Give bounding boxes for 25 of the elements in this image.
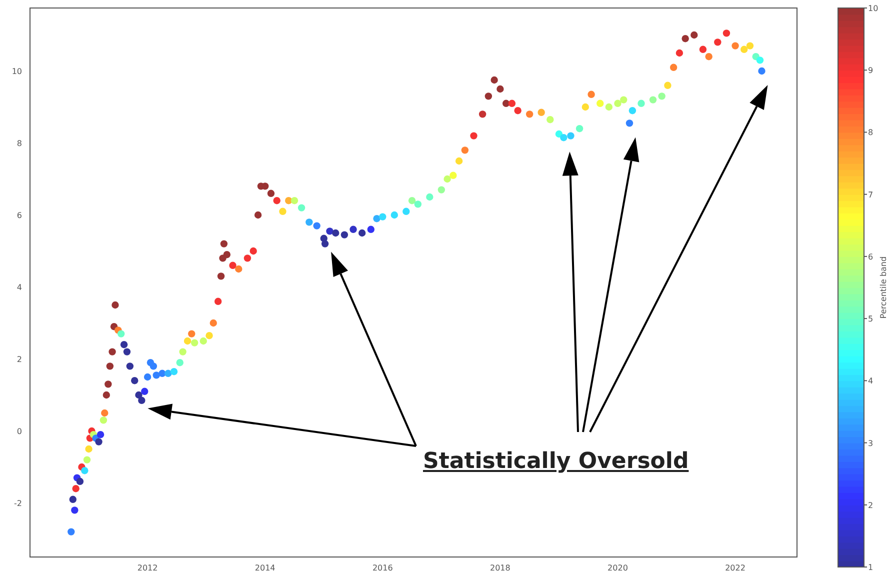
annotation: Statistically Oversold (423, 448, 689, 476)
color-bar-label: 2 (868, 500, 874, 510)
x-tick-label: 2012 (137, 564, 158, 573)
color-bar-label: 10 (868, 4, 878, 13)
color-bar-title: Percentile band (879, 256, 888, 319)
y-tick-label: 0 (16, 426, 22, 436)
x-tick-label: 2022 (725, 564, 746, 573)
color-bar-label: 1 (868, 563, 874, 572)
color-bar-label: 8 (868, 128, 874, 138)
x-tick-label: 2018 (490, 564, 510, 573)
y-tick-label: 8 (16, 138, 22, 148)
y-tick-label: -2 (14, 498, 22, 508)
x-tick-label: 2014 (254, 564, 276, 573)
y-tick-label: 2 (16, 354, 22, 364)
x-tick-label: 2016 (372, 564, 393, 573)
color-bar-label: 3 (868, 438, 874, 448)
color-bar-label: 7 (868, 190, 874, 200)
color-bar-label: 5 (868, 314, 874, 324)
color-bar-label: 9 (868, 66, 874, 76)
color-bar-label: 4 (868, 376, 874, 386)
y-tick-label: 6 (16, 210, 22, 220)
y-tick-label: 10 (12, 66, 22, 76)
y-tick-label: 4 (16, 282, 22, 292)
x-tick-label: 2020 (608, 564, 628, 573)
color-bar-label: 6 (868, 252, 874, 262)
